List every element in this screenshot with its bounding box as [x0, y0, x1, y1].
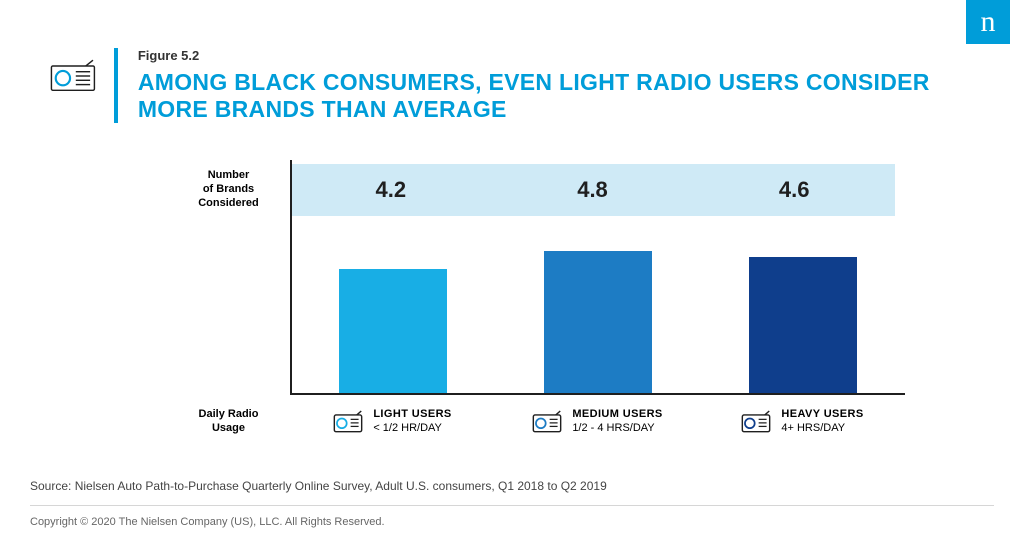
radio-icon — [50, 54, 96, 98]
source-text: Source: Nielsen Auto Path-to-Purchase Qu… — [30, 479, 994, 493]
bar — [749, 257, 857, 393]
figure-number: Figure 5.2 — [138, 48, 974, 63]
x-labels-list: LIGHT USERS < 1/2 HR/DAY MEDIUM USERS 1/… — [290, 408, 905, 436]
category-label: LIGHT USERS < 1/2 HR/DAY — [290, 408, 495, 436]
x-axis — [290, 393, 905, 395]
brand-logo-letter: n — [981, 7, 996, 37]
category-name: MEDIUM USERS — [572, 408, 662, 422]
category-sub: 4+ HRS/DAY — [781, 422, 863, 436]
category-name: HEAVY USERS — [781, 408, 863, 422]
category-sub: < 1/2 HR/DAY — [373, 422, 451, 436]
bar-slot — [495, 216, 700, 393]
bars-container — [290, 216, 905, 393]
figure-title: AMONG BLACK CONSUMERS, EVEN LIGHT RADIO … — [138, 69, 974, 123]
brand-logo: n — [966, 0, 1010, 44]
x-axis-title: Daily Radio Usage — [175, 408, 290, 436]
category-label: MEDIUM USERS 1/2 - 4 HRS/DAY — [495, 408, 700, 436]
figure-header: Figure 5.2 AMONG BLACK CONSUMERS, EVEN L… — [50, 48, 974, 123]
bar-slot — [290, 216, 495, 393]
value-band-label: Number of Brands Considered — [175, 169, 290, 210]
category-label: HEAVY USERS 4+ HRS/DAY — [700, 408, 905, 436]
figure-footer: Source: Nielsen Auto Path-to-Purchase Qu… — [30, 479, 994, 528]
title-block: Figure 5.2 AMONG BLACK CONSUMERS, EVEN L… — [114, 48, 974, 123]
value-band: Number of Brands Considered 4.24.84.6 — [175, 164, 895, 216]
band-value: 4.2 — [290, 177, 492, 203]
x-labels: Daily Radio Usage LIGHT USERS < 1/2 HR/D… — [175, 408, 905, 436]
copyright-text: Copyright © 2020 The Nielsen Company (US… — [30, 516, 994, 528]
value-band-strip: 4.24.84.6 — [290, 164, 895, 216]
band-value: 4.8 — [492, 177, 694, 203]
category-name: LIGHT USERS — [373, 408, 451, 422]
bar-chart: Number of Brands Considered 4.24.84.6 Da… — [175, 160, 895, 445]
footer-divider — [30, 505, 994, 506]
bar-slot — [700, 216, 905, 393]
band-value: 4.6 — [693, 177, 895, 203]
category-sub: 1/2 - 4 HRS/DAY — [572, 422, 662, 436]
bar — [544, 251, 652, 393]
bar — [339, 269, 447, 393]
